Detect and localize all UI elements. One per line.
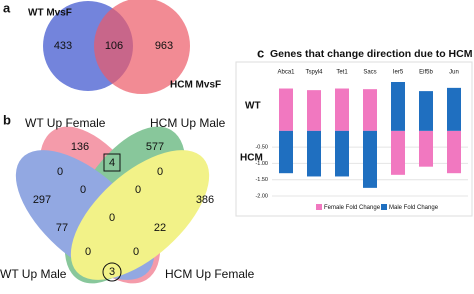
y-tick-label: -0.50 [255, 145, 268, 151]
y-tick-label: -1.00 [255, 161, 268, 167]
set-label: WT MvsF [28, 8, 72, 19]
bar [447, 130, 461, 174]
bar [391, 82, 405, 131]
box [103, 153, 121, 172]
count: 136 [71, 141, 89, 153]
set-label: HCM Up Female [165, 267, 255, 281]
plot: -0.50 -1.00 -1.50 -2.00 Abca1 Tspyl4 Tet1 Sacs I… [255, 70, 468, 211]
count: 0 [135, 184, 141, 196]
count: 577 [146, 141, 164, 153]
bar [447, 87, 461, 131]
x-tick-label: Sacs [363, 70, 376, 76]
x-tick-label: Eif5b [419, 70, 433, 76]
bar [419, 130, 433, 167]
x-tick-label: Jun [449, 70, 459, 76]
set-label: WT Up Female [25, 116, 106, 130]
x-tick-label: Ier5 [393, 70, 404, 76]
row-label: WT [245, 101, 261, 112]
count: 0 [109, 212, 115, 224]
count: 0 [157, 166, 163, 178]
panel-label: c [257, 45, 264, 60]
count: 77 [56, 222, 68, 234]
count: 963 [155, 40, 173, 52]
count: 386 [196, 194, 214, 206]
legend-label: Male Fold Change [389, 205, 439, 211]
count: 106 [105, 40, 123, 52]
count: 0 [80, 184, 86, 196]
bar [279, 88, 293, 131]
legend-label: Female Fold Change [324, 205, 381, 211]
bar [307, 90, 321, 131]
x-tick-label: Tspyl4 [305, 70, 323, 76]
bar [363, 89, 377, 131]
y-tick-label: -1.50 [255, 177, 268, 183]
ring [102, 262, 122, 282]
venn-ellipse [70, 150, 210, 280]
bar [335, 88, 349, 131]
venn4 [15, 126, 210, 284]
count: 297 [33, 194, 51, 206]
x-tick-label: Tet1 [336, 70, 348, 76]
count: 4 [109, 157, 115, 169]
set-label: WT Up Male [0, 267, 67, 281]
bar [279, 130, 293, 174]
chart-title: Genes that change direction due to HCM [270, 48, 473, 60]
count: 0 [85, 246, 91, 258]
panel-label: b [3, 112, 11, 127]
row-label: HCM [240, 153, 263, 164]
count: 22 [154, 222, 166, 234]
bar [391, 130, 405, 175]
venn-counts: 136 4 577 0 0 297 386 0 0 77 0 22 0 0 3 [33, 141, 214, 278]
count: 0 [57, 166, 63, 178]
set-label: HCM Up Male [150, 116, 226, 130]
legend-swatch [316, 204, 322, 210]
bar [419, 91, 433, 131]
count: 0 [133, 246, 139, 258]
venn-circle [94, 0, 190, 94]
count: 433 [54, 40, 72, 52]
bar [363, 130, 377, 188]
bar [307, 130, 321, 177]
panel-label: a [3, 0, 11, 15]
y-tick-label: -2.00 [255, 193, 268, 199]
x-tick-label: Abca1 [277, 70, 295, 76]
count: 3 [109, 266, 115, 278]
set-label: HCM MvsF [170, 80, 221, 91]
bar [335, 130, 349, 177]
chart-frame [235, 61, 473, 217]
legend-swatch [381, 204, 387, 210]
